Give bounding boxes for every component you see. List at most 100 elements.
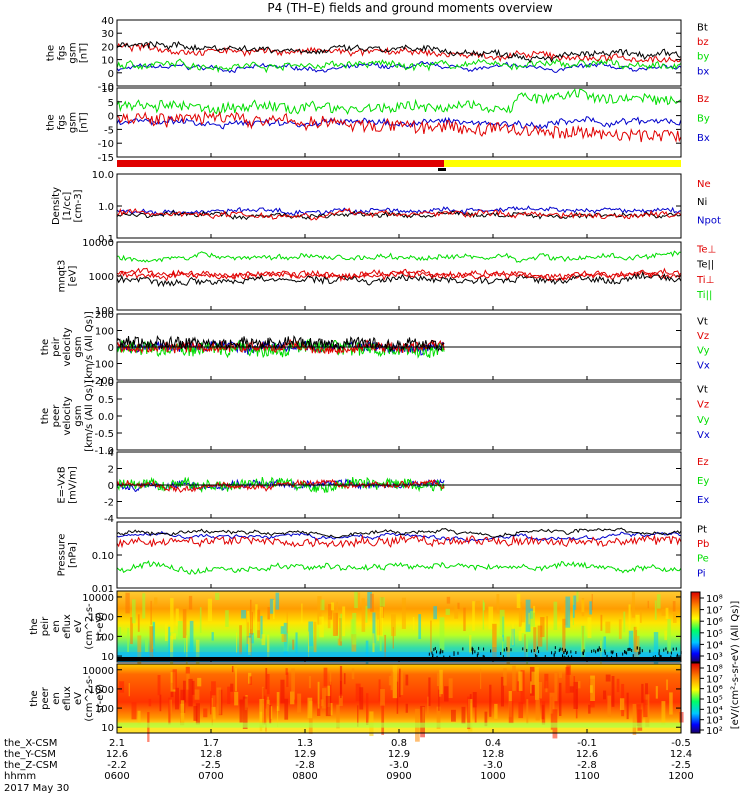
noise-speck (591, 649, 593, 653)
spectrogram-streak (535, 698, 540, 721)
spectrogram-streak (438, 689, 440, 711)
y-axis-label: [km/s (All Qs)] (84, 311, 95, 383)
spectrogram-streak (384, 634, 387, 658)
y-axis-label: eV (73, 692, 84, 705)
spectrogram-streak (549, 692, 555, 714)
spectrogram-streak (535, 667, 539, 700)
noise-speck (522, 647, 524, 651)
panel-8: Pt Pb Pe Pi 0.10 0.01 Pressure [nPa] (57, 521, 709, 595)
y-tick-label: -10 (98, 139, 114, 150)
legend-Vy: Vy (697, 415, 710, 426)
legend-Te⊥: Te⊥ (696, 245, 716, 256)
spectrogram-streak (528, 612, 530, 625)
spectrogram-streak (317, 596, 322, 625)
spectrogram-streak (366, 693, 369, 725)
spectrogram-streak (518, 701, 524, 719)
y-tick-label: 40 (101, 16, 114, 27)
spectrogram-streak (372, 633, 375, 653)
spectrogram-streak (339, 665, 343, 695)
noise-speck (675, 647, 677, 651)
x-row-label: the_X-CSM (4, 738, 57, 749)
noise-speck (554, 646, 556, 650)
noise-speck (571, 655, 573, 659)
spectrogram-streak (472, 601, 475, 631)
spectrogram-streak (639, 609, 642, 623)
spectrogram-streak (210, 691, 212, 715)
spectrogram-streak (249, 599, 252, 635)
noise-speck (436, 650, 438, 654)
spectrogram-streak (319, 616, 324, 638)
spectrogram-streak (197, 677, 202, 687)
spectrogram-streak (234, 691, 239, 706)
panel-frame (116, 173, 682, 239)
spectrogram-streak (316, 703, 321, 716)
noise-speck (453, 651, 455, 655)
spectrogram-streak (247, 637, 251, 655)
series-Pb (116, 534, 682, 549)
spectrogram-streak (164, 623, 168, 642)
spectrogram-streak (506, 636, 510, 666)
x-tick-label: 1000 (480, 771, 505, 782)
y-axis-label: (cm^2-s- (84, 675, 95, 722)
noise-speck (575, 650, 577, 654)
noise-speck (667, 650, 669, 654)
spectrogram-streak (655, 686, 658, 699)
spectrogram-streak (225, 610, 229, 627)
noise-speck (627, 648, 629, 652)
noise-speck (482, 654, 484, 658)
noise-speck (611, 655, 613, 659)
spectrogram-colorbar: 10⁸10⁷10⁶10⁵10⁴10³10⁸10⁷10⁶10⁵10⁴10³10² … (690, 591, 741, 737)
spectrogram-streak (635, 614, 640, 630)
spectrogram-streak (669, 692, 673, 715)
noise-speck (604, 649, 606, 653)
spectrogram-streak (377, 619, 380, 641)
panel-3: Ne Ni Npot 10.0 1.0 0.1 Density [1/cc] [cm-3] (51, 170, 721, 245)
y-axis-label: Pressure (57, 534, 68, 577)
spectrogram-streak (633, 626, 638, 661)
noise-speck (453, 652, 455, 656)
spectrogram-streak (499, 609, 505, 635)
x-row-label: hhmm (4, 771, 36, 782)
x-tick-label: 0.8 (391, 738, 407, 749)
spectrogram-streak (603, 690, 607, 700)
noise-speck (561, 647, 563, 651)
y-axis-label: eflux (62, 686, 73, 711)
spectrogram-streak (194, 689, 200, 700)
spectrogram-streak (643, 699, 648, 718)
y-tick-label: 0 (108, 112, 114, 123)
legend-Bx: Bx (697, 133, 710, 144)
noise-speck (659, 654, 661, 658)
spectrogram-streak (573, 681, 578, 709)
y-axis-label: [1/cc] (62, 192, 73, 221)
noise-speck (564, 648, 566, 652)
spectrogram-streak (492, 623, 497, 658)
spectrogram-streak (276, 692, 280, 711)
series-Vt (116, 334, 445, 352)
spectrogram-streak (560, 606, 566, 613)
noise-speck (567, 655, 569, 659)
spectrogram-streak (489, 684, 492, 717)
spectrogram-streak (203, 708, 208, 718)
noise-speck (439, 651, 441, 655)
spectrogram-streak (340, 613, 343, 642)
spectrogram-streak (565, 596, 571, 628)
spectrogram-streak (215, 592, 220, 601)
spectrogram-streak (118, 627, 122, 641)
spectrogram-streak (144, 639, 149, 652)
spectrogram-streak (180, 700, 185, 723)
low-energy-band (117, 722, 681, 728)
panel-7: Ez Ey Ex 4 2 0 -2 -4 E=-VxB [mV/m] (57, 448, 710, 525)
spectrogram-streak (297, 693, 302, 713)
y-tick-label: 0.5 (98, 395, 114, 406)
legend-Vz: Vz (697, 400, 709, 411)
noise-speck (436, 655, 438, 659)
spectrogram-streak (524, 634, 526, 657)
spectrogram-streak (255, 604, 258, 631)
noise-speck (476, 654, 478, 658)
spectrogram-streak (286, 672, 289, 687)
y-tick-label: 10 (101, 84, 114, 95)
x-tick-label: 1100 (574, 771, 599, 782)
y-axis-label: [nPa] (68, 542, 79, 568)
panel-6: Vt Vz Vy Vx 1.0 0.5 0.0 -0.5 -1.0 the peer velocity… (40, 378, 710, 457)
